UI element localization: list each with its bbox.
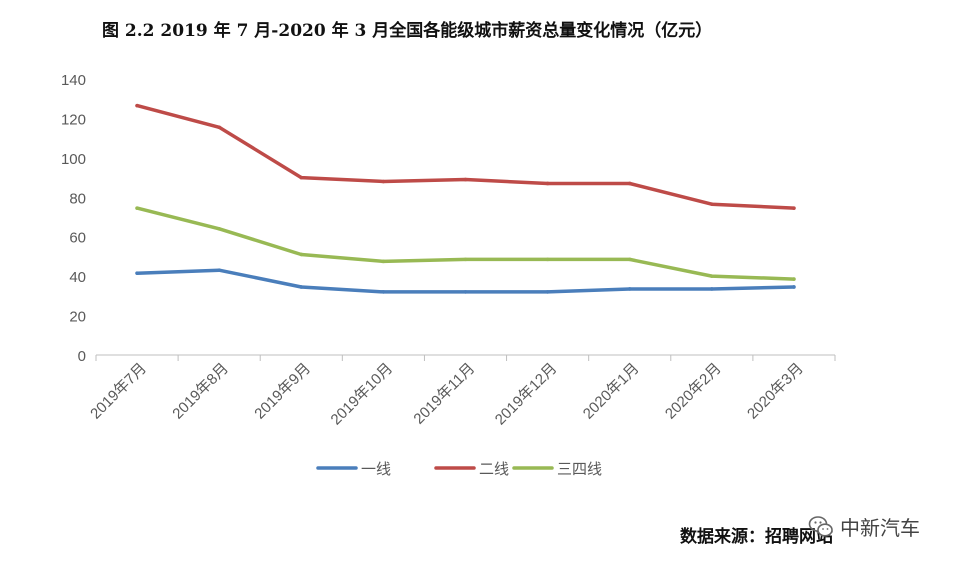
data-point bbox=[135, 271, 139, 275]
data-point bbox=[463, 290, 468, 294]
watermark-text: 中新汽车 bbox=[840, 516, 920, 540]
x-tick-label: 2020年1月 bbox=[580, 360, 643, 423]
y-tick-label: 120 bbox=[61, 111, 86, 128]
data-point bbox=[792, 206, 796, 210]
y-tick-label: 60 bbox=[69, 230, 86, 247]
y-tick-label: 140 bbox=[61, 72, 86, 89]
data-point bbox=[545, 290, 550, 294]
data-point bbox=[299, 285, 304, 289]
data-point bbox=[710, 287, 714, 291]
data-point bbox=[135, 103, 139, 108]
data-point bbox=[217, 227, 221, 231]
wechat-icon bbox=[808, 515, 833, 537]
x-tick-label: 2020年3月 bbox=[744, 360, 807, 423]
x-tick-label: 2020年2月 bbox=[662, 360, 725, 423]
chart-title: 图 2.2 2019 年 7 月-2020 年 3 月全国各能级城市薪资总量变化… bbox=[102, 21, 713, 41]
watermark: 中新汽车 bbox=[808, 512, 920, 541]
x-tick-label: 2019年10月 bbox=[328, 360, 397, 429]
data-point bbox=[381, 179, 386, 184]
data-point bbox=[217, 125, 221, 130]
y-tick-label: 80 bbox=[69, 190, 86, 207]
data-point bbox=[792, 285, 796, 289]
series-line bbox=[135, 206, 796, 281]
legend-label: 三四线 bbox=[557, 460, 602, 478]
data-point bbox=[463, 257, 468, 262]
data-point bbox=[135, 206, 139, 210]
data-source-note: 数据来源：招聘网站 bbox=[680, 527, 833, 547]
data-point bbox=[299, 252, 304, 257]
data-point bbox=[627, 287, 632, 291]
x-tick-label: 2019年8月 bbox=[169, 360, 232, 423]
data-point bbox=[381, 259, 386, 264]
x-tick-label: 2019年7月 bbox=[87, 360, 150, 423]
data-point bbox=[627, 257, 632, 262]
x-tick-label: 2019年11月 bbox=[410, 360, 478, 428]
data-point bbox=[299, 175, 304, 180]
data-point bbox=[545, 257, 550, 262]
data-point bbox=[710, 202, 714, 206]
series-line bbox=[135, 103, 796, 210]
y-tick-label: 20 bbox=[69, 309, 86, 326]
data-point bbox=[710, 274, 714, 278]
y-tick-label: 40 bbox=[69, 269, 86, 286]
x-tick-label: 2019年12月 bbox=[492, 360, 561, 429]
legend-label: 一线 bbox=[361, 460, 391, 478]
legend-label: 二线 bbox=[479, 460, 509, 478]
data-point bbox=[381, 290, 386, 294]
data-point bbox=[217, 268, 221, 273]
data-point bbox=[545, 181, 550, 186]
data-point bbox=[627, 181, 632, 186]
data-point bbox=[463, 177, 468, 182]
data-point bbox=[792, 277, 796, 281]
y-tick-label: 100 bbox=[61, 151, 86, 168]
x-tick-label: 2019年9月 bbox=[251, 360, 314, 423]
y-tick-label: 0 bbox=[78, 348, 86, 365]
